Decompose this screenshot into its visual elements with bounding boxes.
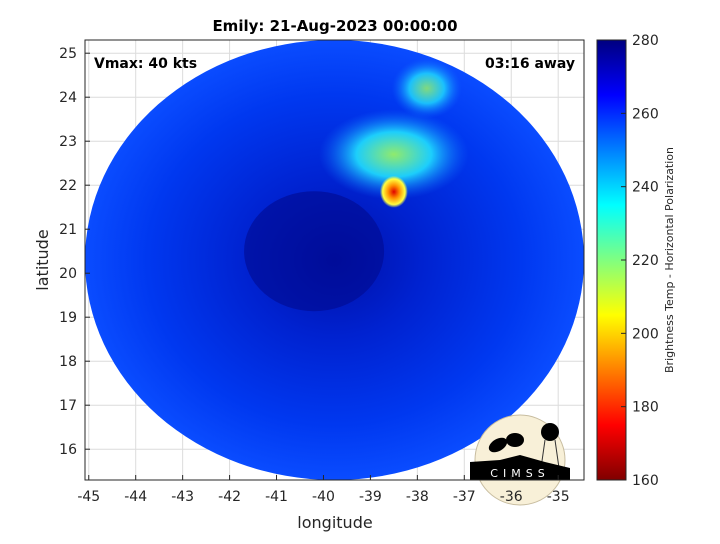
storm-center xyxy=(244,191,385,312)
colorbar-tick-label: 240 xyxy=(632,180,659,196)
y-tick-label: 20 xyxy=(59,266,77,282)
y-axis-label: latitude xyxy=(33,229,52,290)
y-tick-label: 23 xyxy=(59,134,77,150)
swath xyxy=(85,40,584,480)
x-tick-label: -39 xyxy=(359,489,382,505)
x-tick-label: -44 xyxy=(124,489,147,505)
x-tick-label: -43 xyxy=(171,489,194,505)
cimss-logo: CIMSS xyxy=(470,414,570,506)
x-tick-label: -37 xyxy=(453,489,476,505)
y-tick-label: 18 xyxy=(59,354,77,370)
logo-text: CIMSS xyxy=(490,467,549,480)
x-ticks: -45 -44 -43 -42 -41 -40 -39 -38 -37 -36 -35 xyxy=(77,475,570,505)
y-ticks: 16 17 18 19 20 21 22 23 24 25 xyxy=(59,46,90,458)
colorbar-tick-label: 280 xyxy=(632,33,659,49)
y-tick-label: 22 xyxy=(59,178,77,194)
y-tick-label: 16 xyxy=(59,442,77,458)
plot-frame xyxy=(84,39,585,481)
y-tick-label: 25 xyxy=(59,46,77,62)
colorbar-ticks: 160 180 200 220 240 260 280 xyxy=(621,33,659,489)
colorbar-tick-label: 260 xyxy=(632,106,659,122)
x-tick-label: -38 xyxy=(406,489,429,505)
y-tick-label: 24 xyxy=(59,90,77,106)
y-tick-label: 17 xyxy=(59,398,77,414)
colorbar-label: Brightness Temp - Horizontal Polarizatio… xyxy=(663,147,676,373)
x-axis-label: longitude xyxy=(297,513,372,532)
vmax-annotation: Vmax: 40 kts xyxy=(94,56,197,72)
x-tick-label: -36 xyxy=(500,489,523,505)
x-tick-label: -41 xyxy=(265,489,288,505)
time-away-annotation: 03:16 away xyxy=(485,56,575,72)
colorbar-tick-label: 180 xyxy=(632,400,659,416)
x-tick-label: -42 xyxy=(218,489,241,505)
colorbar-tick-label: 200 xyxy=(632,326,659,342)
colorbar-tick-label: 220 xyxy=(632,253,659,269)
convection-north xyxy=(391,58,462,119)
x-tick-label: -45 xyxy=(77,489,100,505)
colorbar-tick-label: 160 xyxy=(632,473,659,489)
y-tick-label: 21 xyxy=(59,222,77,238)
x-tick-label: -40 xyxy=(312,489,335,505)
convection-ne xyxy=(318,109,469,200)
x-tick-label: -35 xyxy=(547,489,570,505)
convection-core xyxy=(379,175,408,208)
y-tick-label: 19 xyxy=(59,310,77,326)
chart-title: Emily: 21-Aug-2023 00:00:00 xyxy=(212,17,457,35)
